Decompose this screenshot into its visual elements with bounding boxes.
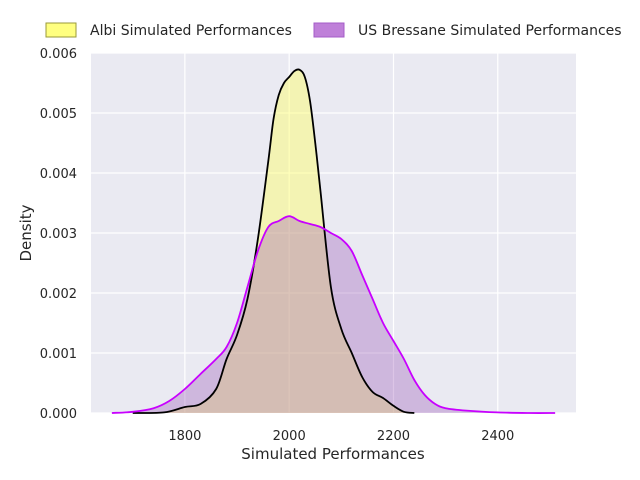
x-tick-label: 2000 <box>273 429 306 444</box>
y-tick-label: 0.002 <box>40 287 77 302</box>
y-tick-label: 0.000 <box>40 407 77 422</box>
y-tick-label: 0.001 <box>40 347 77 362</box>
legend-swatch-albi <box>45 22 77 38</box>
legend: Albi Simulated Performances US Bressane … <box>45 22 622 39</box>
albi-density-line <box>132 68 415 414</box>
bressane-density-line <box>111 215 556 414</box>
grid <box>91 52 576 414</box>
x-tick-label: 2400 <box>481 429 514 444</box>
y-tick-label: 0.003 <box>40 227 77 242</box>
x-tick-label: 1800 <box>168 429 201 444</box>
legend-label-bressane: US Bressane Simulated Performances <box>358 23 622 39</box>
series-layer <box>111 68 556 414</box>
y-tick-label: 0.006 <box>40 47 77 62</box>
y-tick-label: 0.005 <box>40 107 77 122</box>
x-tick-labels: 1800 2000 2200 2400 <box>168 429 514 444</box>
legend-swatch-bressane <box>313 22 345 38</box>
y-axis-label: Density <box>17 204 35 261</box>
x-tick-label: 2200 <box>377 429 410 444</box>
albi-density-fill <box>132 69 415 414</box>
y-tick-labels: 0.000 0.001 0.002 0.003 0.004 0.005 0.006 <box>40 47 77 422</box>
x-axis-label: Simulated Performances <box>241 445 425 463</box>
legend-label-albi: Albi Simulated Performances <box>90 23 292 39</box>
bressane-density-fill <box>111 216 556 414</box>
y-tick-label: 0.004 <box>40 167 77 182</box>
